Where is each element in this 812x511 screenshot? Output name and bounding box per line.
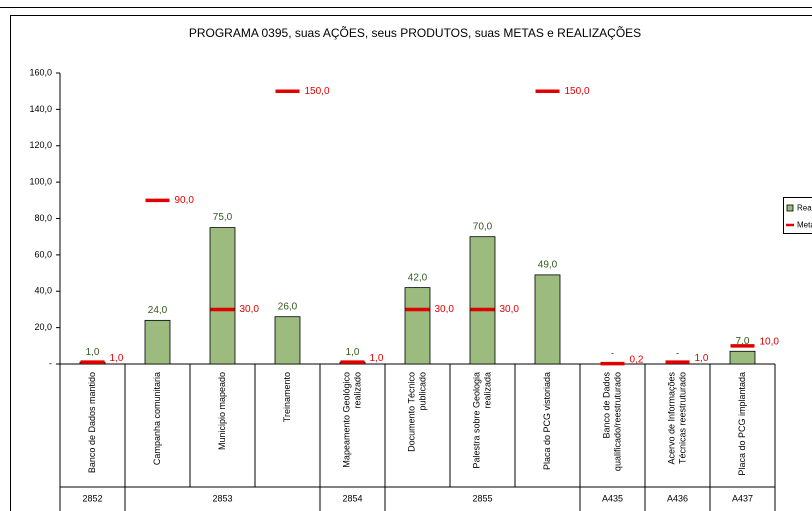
bar-value-label: 1,0 (346, 347, 360, 358)
group-label: A436 (667, 493, 688, 503)
legend-swatch (786, 204, 794, 212)
bar-value-label: 70,0 (473, 221, 493, 232)
x-tick-label: Documento Técnico (406, 372, 416, 452)
x-tick-label: Treinamento (282, 372, 292, 422)
y-tick-label: 40,0 (34, 286, 52, 296)
y-tick-label: 120,0 (29, 140, 52, 150)
bar-value-label: 7,0 (736, 336, 750, 347)
bar (534, 274, 561, 365)
x-tick-label: publicado (417, 372, 427, 411)
y-tick-label: 80,0 (34, 213, 52, 223)
meta-value-label: 30,0 (435, 304, 455, 315)
bar-value-label: 49,0 (538, 260, 558, 271)
meta-value-label: 30,0 (240, 304, 260, 315)
x-tick-label: Campanha comunitaria (152, 372, 162, 465)
bar (144, 319, 171, 365)
bar-value-label: 1,0 (86, 347, 100, 358)
x-tick-label: Banco de Dados (601, 372, 611, 439)
x-tick-label: Municipio mapeado (217, 372, 227, 450)
chart-frame (10, 15, 812, 511)
bar-value-label: - (611, 349, 614, 360)
group-label: 2855 (472, 493, 492, 503)
x-tick-label: Placa do PCG vistoriada (542, 372, 552, 470)
meta-value-label: 1,0 (695, 353, 709, 364)
bar (404, 287, 431, 365)
chart-title: PROGRAMA 0395, suas AÇÕES, seus PRODUTOS… (189, 25, 641, 40)
bar (729, 350, 756, 365)
bar (209, 227, 236, 365)
group-label: 2854 (342, 493, 362, 503)
meta-value-label: 150,0 (305, 86, 330, 97)
x-tick-label: Placa do PCG implantada (737, 372, 747, 476)
bar-value-label: 42,0 (408, 272, 428, 283)
x-tick-label: Acervo de Informações (666, 372, 676, 465)
meta-value-label: 10,0 (760, 336, 780, 347)
x-tick-label: qualificado/reestruturado (612, 372, 622, 471)
group-label: A437 (732, 493, 753, 503)
bar-value-label: 75,0 (213, 212, 233, 223)
x-tick-label: realizado (352, 372, 362, 409)
meta-value-label: 30,0 (500, 304, 520, 315)
legend-box (783, 197, 812, 234)
group-label: 2852 (82, 493, 102, 503)
meta-value-label: 1,0 (370, 353, 384, 364)
x-tick-label: Técnicas reestruturado (677, 372, 687, 464)
bar (274, 316, 301, 365)
bar (469, 236, 496, 365)
legend-label: Realizado (797, 204, 812, 213)
meta-value-label: 150,0 (565, 86, 590, 97)
x-tick-label: realizada (482, 372, 492, 409)
legend-label: Meta (797, 221, 812, 230)
meta-value-label: 1,0 (110, 353, 124, 364)
y-tick-label: 60,0 (34, 249, 52, 259)
y-tick-label: 140,0 (29, 104, 52, 114)
bar-value-label: - (676, 349, 679, 360)
meta-value-label: 90,0 (175, 195, 195, 206)
x-tick-label: Mapeamento Geológico (341, 372, 351, 468)
y-tick-label: 20,0 (34, 322, 52, 332)
bar-value-label: 26,0 (278, 301, 298, 312)
x-tick-label: Palestra sobre Geologia (471, 372, 481, 469)
meta-value-label: 0,2 (630, 354, 644, 365)
y-tick-label: - (49, 358, 52, 368)
bar-value-label: 24,0 (148, 305, 168, 316)
x-tick-label: Banco de Dados mantido (87, 372, 97, 473)
y-tick-label: 100,0 (29, 177, 52, 187)
y-tick-label: 160,0 (29, 67, 52, 77)
group-label: 2853 (212, 493, 232, 503)
group-label: A435 (602, 493, 623, 503)
